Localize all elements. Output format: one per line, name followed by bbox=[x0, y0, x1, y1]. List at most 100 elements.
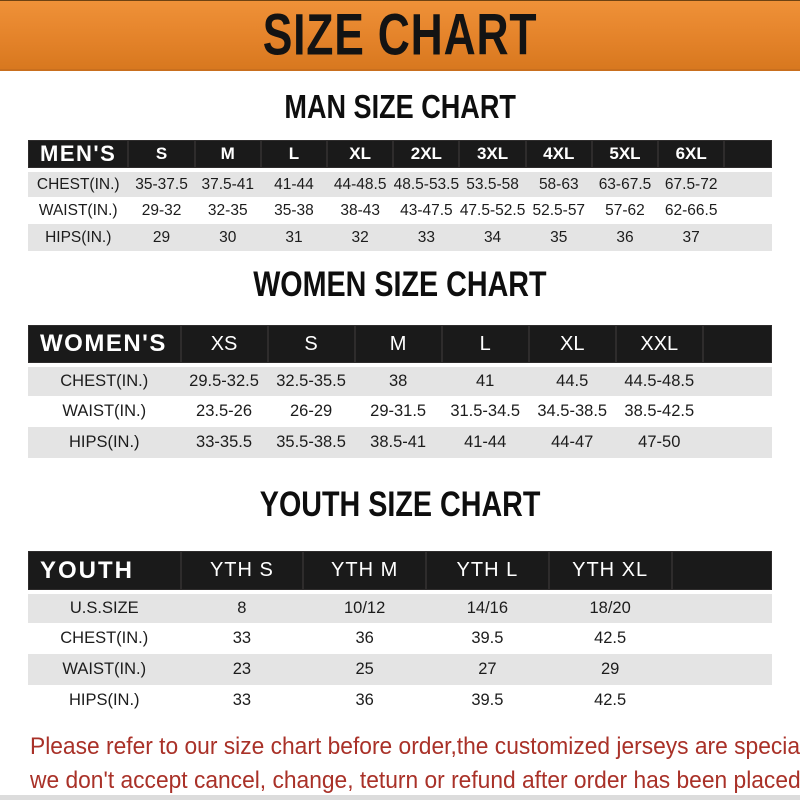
table-row: CHEST(IN.) 35-37.5 37.5-41 41-44 44-48.5 48.5… bbox=[28, 170, 772, 197]
table-header-row: YOUTH YTH S YTH M YTH L YTH XL bbox=[28, 551, 772, 594]
size-chart-banner: SIZE CHART bbox=[0, 0, 800, 71]
cell-value: 47.5-52.5 bbox=[459, 197, 526, 224]
women-section-heading-text: WOMEN SIZE CHART bbox=[253, 265, 547, 304]
cell-value: 35.5-38.5 bbox=[267, 427, 355, 458]
blank-header-cell bbox=[724, 140, 772, 172]
cell-value: 29 bbox=[548, 654, 672, 685]
cell-value: 27 bbox=[426, 654, 549, 685]
cell-value: 44.5-48.5 bbox=[615, 365, 703, 396]
youth-section-heading: YOUTH SIZE CHART bbox=[0, 485, 800, 525]
cell-value: 31 bbox=[260, 224, 328, 251]
table-row: CHEST(IN.) 29.5-32.5 32.5-35.5 38 41 44.5 44.5… bbox=[28, 365, 772, 396]
row-label: HIPS(IN.) bbox=[28, 685, 181, 716]
disclaimer-line-1: Please refer to our size chart before or… bbox=[30, 733, 800, 760]
table-row: HIPS(IN.) 33 36 39.5 42.5 bbox=[28, 685, 772, 716]
youth-section-heading-text: YOUTH SIZE CHART bbox=[259, 485, 541, 524]
table-row: WAIST(IN.) 23.5-26 26-29 29-31.5 31.5-34.5 34… bbox=[28, 396, 772, 427]
table-header-row: WOMEN'S XS S M L XL XXL bbox=[28, 325, 772, 367]
column-header: XL bbox=[327, 140, 394, 172]
row-label: CHEST(IN.) bbox=[28, 623, 181, 654]
cell-value: 36 bbox=[303, 685, 427, 716]
blank-cell bbox=[671, 654, 772, 685]
row-label: WAIST(IN.) bbox=[28, 197, 129, 224]
cell-value: 38-43 bbox=[327, 197, 394, 224]
table-row: U.S.SIZE 8 10/12 14/16 18/20 bbox=[28, 592, 772, 623]
cell-value: 36 bbox=[303, 623, 427, 654]
men-section-heading-text: MAN SIZE CHART bbox=[284, 88, 516, 125]
cell-value: 33-35.5 bbox=[180, 427, 268, 458]
cell-value: 41-44 bbox=[441, 427, 529, 458]
column-header: XL bbox=[528, 325, 616, 367]
blank-header-cell bbox=[702, 325, 772, 367]
column-header: M bbox=[354, 325, 442, 367]
cell-value: 58-63 bbox=[525, 170, 592, 197]
cell-value: 30 bbox=[194, 224, 261, 251]
cell-value: 52.5-57 bbox=[525, 197, 592, 224]
blank-cell bbox=[724, 197, 772, 224]
column-header: M bbox=[194, 140, 261, 172]
column-header: 2XL bbox=[393, 140, 460, 172]
table-row: HIPS(IN.) 29 30 31 32 33 34 35 36 37 bbox=[28, 224, 772, 251]
cell-value: 44-48.5 bbox=[327, 170, 394, 197]
bottom-edge-strip bbox=[0, 795, 800, 800]
cell-value: 38.5-41 bbox=[354, 427, 442, 458]
youth-size-table: YOUTH YTH S YTH M YTH L YTH XL U.S.SIZE 8 10/12… bbox=[28, 551, 772, 716]
cell-value: 41-44 bbox=[260, 170, 328, 197]
cell-value: 34.5-38.5 bbox=[528, 396, 616, 427]
cell-value: 62-66.5 bbox=[658, 197, 725, 224]
cell-value: 39.5 bbox=[426, 623, 549, 654]
cell-value: 36 bbox=[591, 224, 659, 251]
column-header: L bbox=[441, 325, 529, 367]
cell-value: 29-31.5 bbox=[354, 396, 442, 427]
table-row: CHEST(IN.) 33 36 39.5 42.5 bbox=[28, 623, 772, 654]
cell-value: 33 bbox=[393, 224, 460, 251]
cell-value: 43-47.5 bbox=[393, 197, 460, 224]
column-header: YTH XL bbox=[548, 551, 672, 594]
table-corner-label: YOUTH bbox=[28, 551, 181, 594]
cell-value: 38 bbox=[354, 365, 442, 396]
cell-value: 42.5 bbox=[548, 685, 672, 716]
blank-cell bbox=[702, 365, 772, 396]
disclaimer: Please refer to our size chart before or… bbox=[0, 730, 800, 798]
cell-value: 47-50 bbox=[615, 427, 703, 458]
table-corner-label: WOMEN'S bbox=[28, 325, 181, 367]
cell-value: 63-67.5 bbox=[591, 170, 659, 197]
column-header: YTH M bbox=[303, 551, 427, 594]
column-header: L bbox=[260, 140, 328, 172]
blank-cell bbox=[671, 592, 772, 623]
table-row: WAIST(IN.) 29-32 32-35 35-38 38-43 43-47.5 47.… bbox=[28, 197, 772, 224]
cell-value: 44-47 bbox=[528, 427, 616, 458]
table-header-row: MEN'S S M L XL 2XL 3XL 4XL 5XL 6XL bbox=[28, 140, 772, 172]
cell-value: 29.5-32.5 bbox=[180, 365, 268, 396]
cell-value: 8 bbox=[180, 592, 304, 623]
cell-value: 23.5-26 bbox=[180, 396, 268, 427]
column-header: YTH S bbox=[180, 551, 304, 594]
cell-value: 33 bbox=[180, 623, 304, 654]
cell-value: 29 bbox=[128, 224, 195, 251]
cell-value: 57-62 bbox=[591, 197, 659, 224]
cell-value: 37.5-41 bbox=[194, 170, 261, 197]
cell-value: 34 bbox=[459, 224, 526, 251]
blank-cell bbox=[702, 427, 772, 458]
blank-cell bbox=[671, 685, 772, 716]
women-section-heading: WOMEN SIZE CHART bbox=[0, 265, 800, 305]
women-size-table: WOMEN'S XS S M L XL XXL CHEST(IN.) 29.5-32.5 32.5… bbox=[28, 325, 772, 458]
table-row: HIPS(IN.) 33-35.5 35.5-38.5 38.5-41 41-44 44-… bbox=[28, 427, 772, 458]
cell-value: 44.5 bbox=[528, 365, 616, 396]
blank-header-cell bbox=[671, 551, 772, 594]
cell-value: 48.5-53.5 bbox=[393, 170, 460, 197]
row-label: CHEST(IN.) bbox=[28, 170, 129, 197]
table-row: WAIST(IN.) 23 25 27 29 bbox=[28, 654, 772, 685]
table-corner-label: MEN'S bbox=[28, 140, 129, 172]
cell-value: 29-32 bbox=[128, 197, 195, 224]
cell-value: 23 bbox=[180, 654, 304, 685]
cell-value: 33 bbox=[180, 685, 304, 716]
cell-value: 42.5 bbox=[548, 623, 672, 654]
column-header: S bbox=[128, 140, 195, 172]
row-label: CHEST(IN.) bbox=[28, 365, 181, 396]
cell-value: 18/20 bbox=[548, 592, 672, 623]
cell-value: 26-29 bbox=[267, 396, 355, 427]
column-header: XS bbox=[180, 325, 268, 367]
cell-value: 25 bbox=[303, 654, 427, 685]
blank-cell bbox=[702, 396, 772, 427]
